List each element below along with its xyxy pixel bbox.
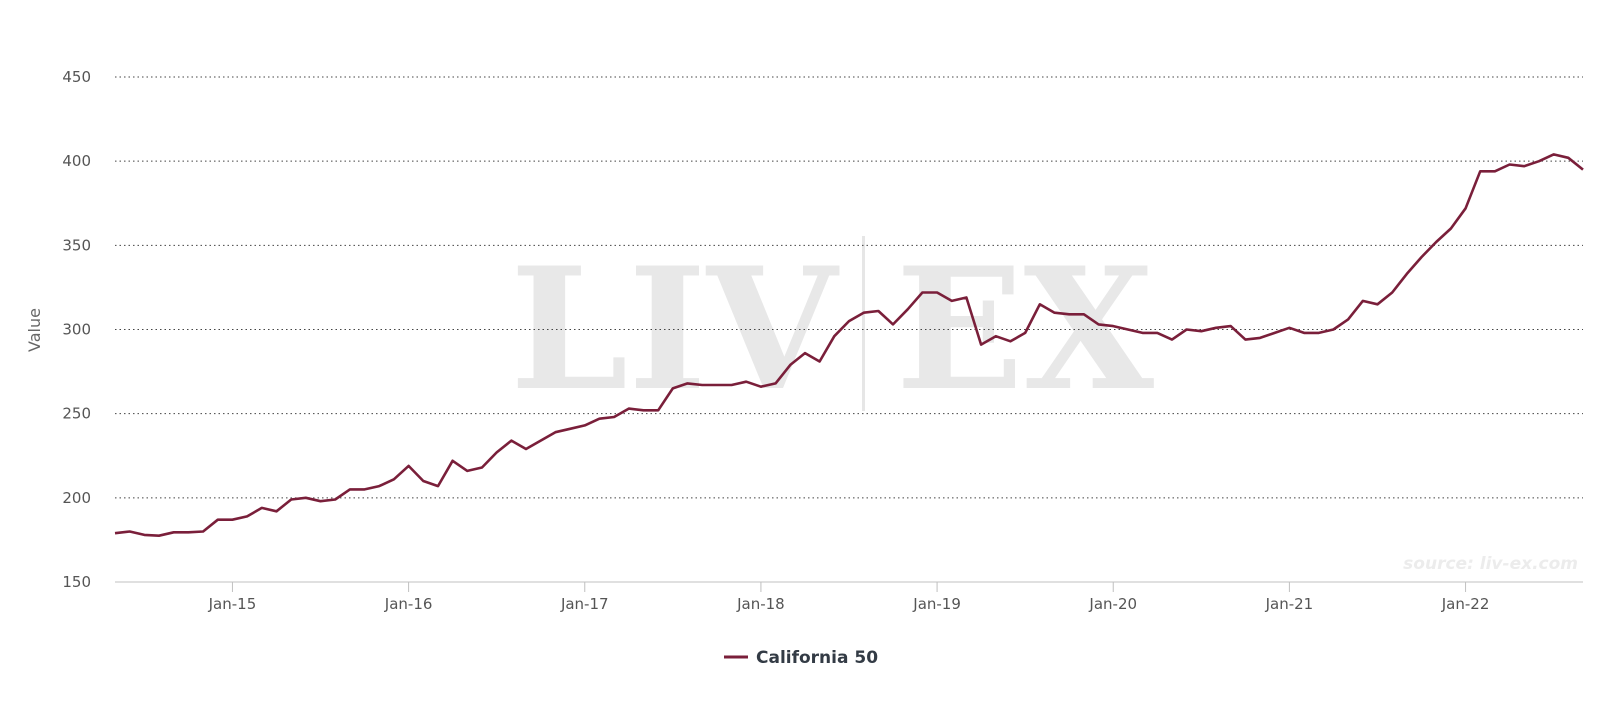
series-line-0[interactable] bbox=[114, 153, 1584, 538]
y-axis-label: Value bbox=[25, 308, 44, 352]
x-tick-label: Jan-15 bbox=[208, 595, 257, 613]
y-tick-label: 450 bbox=[62, 68, 91, 86]
x-tick-label: Jan-17 bbox=[560, 595, 609, 613]
x-tick-label: Jan-21 bbox=[1265, 595, 1314, 613]
y-tick-label: 150 bbox=[62, 573, 91, 591]
y-tick-label: 400 bbox=[62, 152, 91, 170]
x-axis-ticks: Jan-15 Jan-16 Jan-17 Jan-18 Jan-19 Jan-20 Jan-… bbox=[208, 582, 1490, 613]
y-axis-ticks: 150 200 250 300 350 400 450 bbox=[62, 68, 91, 591]
x-tick-label: Jan-20 bbox=[1088, 595, 1137, 613]
x-tick-label: Jan-18 bbox=[736, 595, 785, 613]
x-tick-label: Jan-16 bbox=[384, 595, 433, 613]
legend[interactable]: California 50 bbox=[724, 648, 878, 668]
x-tick-label: Jan-19 bbox=[912, 595, 961, 613]
gridlines bbox=[115, 76, 1583, 499]
y-tick-label: 200 bbox=[62, 489, 91, 507]
x-tick-label: Jan-22 bbox=[1441, 595, 1490, 613]
legend-label: California 50 bbox=[756, 648, 878, 668]
series-layer bbox=[114, 153, 1584, 538]
source-note: source: liv-ex.com bbox=[1403, 554, 1578, 574]
y-tick-label: 300 bbox=[62, 321, 91, 339]
y-tick-label: 250 bbox=[62, 405, 91, 423]
y-tick-label: 350 bbox=[62, 236, 91, 254]
watermark-divider bbox=[862, 236, 865, 411]
